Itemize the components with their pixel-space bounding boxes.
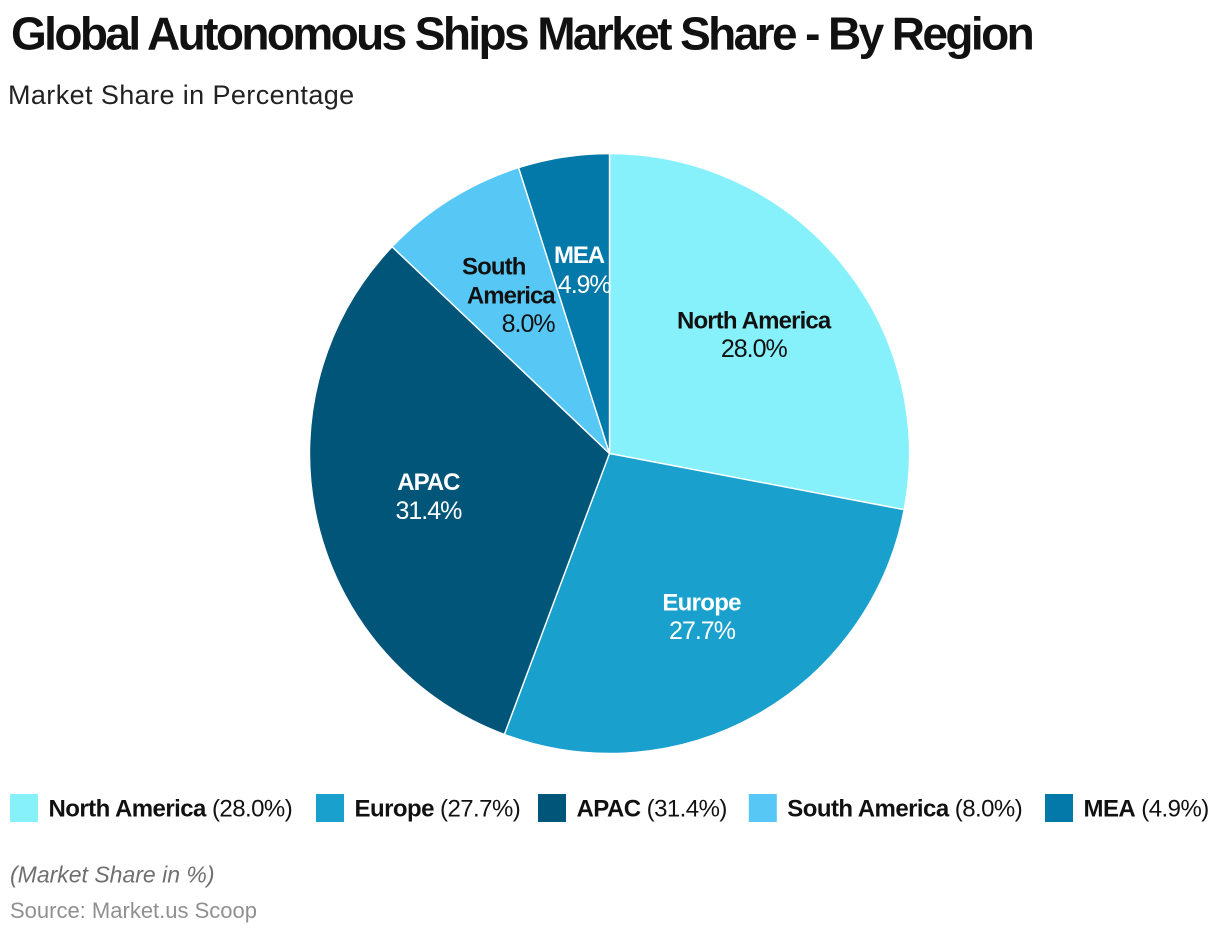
svg-text:4.9%: 4.9% <box>558 271 611 299</box>
svg-text:Source: Market.us Scoop: Source: Market.us Scoop <box>10 898 257 923</box>
svg-text:Market Share in Percentage: Market Share in Percentage <box>8 80 355 110</box>
svg-text:(Market Share in %): (Market Share in %) <box>10 861 215 887</box>
svg-text:MEA: MEA <box>554 242 605 269</box>
svg-text:APAC (31.4%): APAC (31.4%) <box>577 796 727 823</box>
svg-text:South America (8.0%): South America (8.0%) <box>787 796 1022 823</box>
svg-text:APAC: APAC <box>397 469 460 496</box>
svg-text:MEA (4.9%): MEA (4.9%) <box>1084 796 1209 823</box>
svg-text:America: America <box>467 282 556 309</box>
svg-text:31.4%: 31.4% <box>395 497 462 525</box>
svg-text:8.0%: 8.0% <box>502 310 556 338</box>
svg-text:28.0%: 28.0% <box>721 335 788 363</box>
svg-text:South: South <box>462 254 526 281</box>
svg-text:27.7%: 27.7% <box>669 617 736 645</box>
svg-text:North America (28.0%): North America (28.0%) <box>49 796 293 823</box>
svg-text:North America: North America <box>677 308 832 335</box>
svg-text:Europe: Europe <box>662 590 741 617</box>
svg-text:Europe (27.7%): Europe (27.7%) <box>355 796 521 823</box>
svg-text:Global Autonomous Ships Market: Global Autonomous Ships Market Share - B… <box>11 8 1033 60</box>
